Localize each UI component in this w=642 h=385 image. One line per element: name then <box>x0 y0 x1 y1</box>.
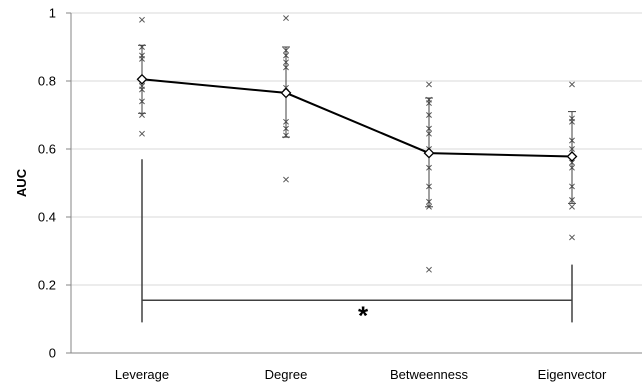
data-point <box>426 81 432 88</box>
data-point <box>569 234 575 241</box>
axis-layer <box>66 12 642 354</box>
mean-marker <box>423 147 435 159</box>
data-point <box>569 81 575 88</box>
significance-asterisk: * <box>358 300 369 330</box>
y-tick-label: 0.4 <box>38 210 56 225</box>
x-tick-label: Eigenvector <box>538 367 607 382</box>
y-tick-label: 0.6 <box>38 142 56 157</box>
individual-points-layer <box>139 15 575 273</box>
x-tick-label: Degree <box>265 367 308 382</box>
mean-marker <box>280 87 292 99</box>
y-tick-label: 0.2 <box>38 278 56 293</box>
y-axis-label: AUC <box>14 168 29 197</box>
data-point <box>283 176 289 183</box>
y-tick-label: 0 <box>49 346 56 361</box>
grid-layer <box>71 12 642 286</box>
mean-marker <box>136 73 148 85</box>
x-tick-label: Betweenness <box>390 367 469 382</box>
x-tick-label: Leverage <box>115 367 169 382</box>
labels-layer: 0 0.2 0.4 0.6 0.8 1 AUC Leverage Degree Betweenne… <box>14 6 607 383</box>
y-tick-label: 1 <box>49 6 56 21</box>
data-point <box>139 16 145 23</box>
mean-marker <box>566 151 578 162</box>
data-point <box>426 266 432 273</box>
data-point <box>283 15 289 22</box>
data-point <box>139 130 145 137</box>
mean-line <box>141 78 573 158</box>
mean-line-layer <box>136 73 578 162</box>
y-tick-label: 0.8 <box>38 74 56 89</box>
significance-bracket: * <box>141 159 573 330</box>
error-bars-layer <box>138 44 576 208</box>
data-point <box>569 203 575 210</box>
